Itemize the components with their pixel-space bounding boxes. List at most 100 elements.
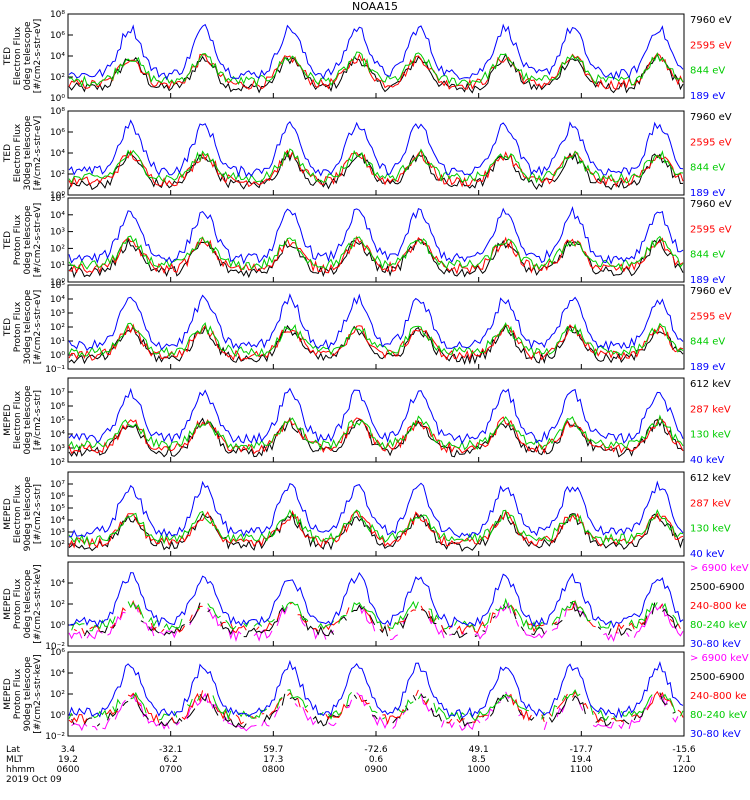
y-axis-label: MEPED [3,588,13,620]
y-axis-label: TED [3,318,13,337]
y-axis-label: [#/cm2-s-str] [33,484,43,544]
y-tick-label: 10⁰ [50,351,65,361]
y-tick-label: 10⁷ [50,480,65,490]
y-axis-label: [#/cm2-s-str-keV] [33,564,43,643]
y-tick-label: 10⁴ [50,52,65,62]
y-axis-label: 30deg telescope [23,289,33,364]
legend-entry: > 6900 keV [690,653,749,664]
x-tick-hhmm: 0900 [365,765,388,775]
series-line [68,53,684,94]
legend-entry: 2595 eV [690,40,732,51]
legend-entry: 189 eV [690,188,725,199]
legend: 612 keV 287 keV 130 keV 40 keV [690,379,731,466]
y-tick-label: 10³ [50,309,65,319]
x-tick-hhmm: 0700 [159,765,182,775]
x-tick-mlt: 19.2 [58,755,78,765]
y-tick-label: 10⁴ [50,579,65,589]
panel-1: 10⁰ 10² 10⁴ 10⁶ 10⁸ TED Electron Flux 0deg tele… [3,10,732,104]
y-axis-label: MEPED [3,404,13,436]
legend-entry: 7960 eV [690,15,732,26]
legend-entry: 7960 eV [690,286,732,297]
legend-entry: 30-80 keV [690,729,741,740]
y-axis-label: 0deg telescope [23,569,33,639]
legend: 7960 eV 2595 eV 844 eV 189 eV [690,286,732,373]
x-tick-lat: -15.6 [672,745,696,755]
legend-entry: 130 keV [690,524,731,535]
y-tick-label: 10² [50,690,65,700]
y-axis-label: [#/cm2-s-str-eV] [33,19,43,94]
series-line [68,150,684,191]
legend-entry: 7960 eV [690,112,732,123]
series-line [68,510,684,549]
y-tick-label: 10¹ [50,261,65,271]
x-row-label: MLT [6,755,24,765]
x-tick-hhmm: 1000 [467,765,490,775]
x-tick-hhmm: 0600 [57,765,80,775]
y-axis-label: 0deg telescope [23,21,33,91]
x-tick-mlt: 8.5 [472,755,486,765]
y-axis-label: MEPED [3,498,13,530]
x-row-label: 2019 Oct 09 [6,775,62,785]
series-line [68,689,684,722]
y-axis-label: MEPED [3,678,13,710]
y-tick-label: 10⁻² [45,642,65,652]
x-tick-lat: -32.1 [159,745,182,755]
y-tick-label: 10⁰ [50,621,65,631]
series-line [68,416,684,458]
y-tick-label: 10¹ [50,337,65,347]
y-tick-label: 10⁴ [50,430,65,440]
x-tick-lat: -72.6 [364,745,388,755]
legend-entry: 240-800 ke [690,691,747,702]
series-line [68,119,684,178]
chart-title: NOAA15 [351,0,399,13]
x-tick-lat: 49.1 [469,745,489,755]
y-axis-label: [#/cm2-s-str-eV] [33,203,43,278]
legend-entry: 2500-6900 [690,672,745,683]
series-line [68,324,684,366]
series-line [68,148,684,184]
series-line [68,149,684,188]
y-axis-label: Proton Flux [13,668,23,719]
series-line [68,51,684,88]
y-axis-label: Electron Flux [13,390,23,449]
y-axis-label: [#/cm2-s-str] [33,390,43,450]
y-tick-label: 10² [50,458,65,468]
y-tick-label: 10³ [50,228,65,238]
y-tick-label: 10² [50,244,65,254]
legend: 612 keV 287 keV 130 keV 40 keV [690,473,731,560]
panel-8: 10⁻² 10⁰ 10² 10⁴ 10⁶ MEPED Proton Flux 90deg te… [3,648,749,742]
y-tick-label: 10⁰ [50,278,65,288]
legend-entry: 844 eV [690,250,725,261]
y-axis-label: Proton Flux [13,578,23,629]
legend-entry: 7960 eV [690,199,732,210]
legend-entry: 80-240 keV [690,710,747,721]
panel-3: 10⁰ 10¹ 10² 10³ 10⁴ 10⁵ TED Proton Flux 0deg tel… [3,194,732,288]
panel-5: 10² 10³ 10⁴ 10⁵ 10⁶ 10⁷ MEPED Electron Flux 0deg… [3,377,731,468]
y-tick-label: 10⁶ [50,128,65,138]
x-tick-mlt: 17.3 [263,755,283,765]
legend-entry: 189 eV [690,362,725,373]
series-line [68,322,684,358]
legend-entry: 130 keV [690,430,731,441]
x-row-label: Lat [6,745,21,755]
y-tick-label: 10² [50,600,65,610]
series-line [68,480,684,539]
x-row-label: hhmm [6,765,35,775]
x-tick-lat: -17.7 [570,745,593,755]
legend: > 6900 keV 2500-6900 240-800 ke 80-240 keV 3… [690,653,749,740]
legend-entry: 40 keV [690,455,724,466]
x-tick-hhmm: 1200 [673,765,696,775]
y-axis-label: 0deg telescope [23,385,33,455]
y-axis-label: [#/cm2-s-str-eV] [33,290,43,365]
y-axis-label: [#/cm2-s-str-keV] [33,654,43,733]
x-tick-mlt: 19.4 [571,755,591,765]
series-line [68,508,684,546]
y-tick-label: 10⁴ [50,211,65,221]
y-axis-label: [#/cm2-s-str-eV] [33,116,43,191]
y-axis-label: 90deg telescope [23,476,33,551]
y-axis-label: Proton Flux [13,301,23,352]
series-line [68,23,684,81]
y-axis-label: Electron Flux [13,123,23,182]
series-line [68,689,684,725]
